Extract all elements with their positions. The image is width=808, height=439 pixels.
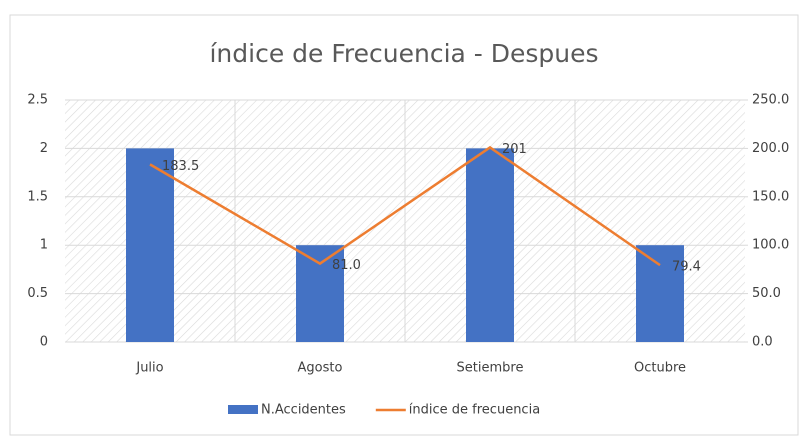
data-label: 183.5	[162, 159, 199, 174]
x-tick-label: Agosto	[298, 361, 343, 376]
y-tick-label: 2	[40, 141, 48, 156]
y-tick-label: 1	[40, 238, 48, 253]
y-tick-label: 0.5	[27, 286, 48, 301]
y-tick-label: 1.5	[27, 189, 48, 204]
data-label: 79.4	[672, 260, 701, 275]
bar	[126, 148, 174, 342]
legend-swatch	[228, 405, 258, 414]
data-label: 81.0	[332, 258, 361, 273]
y2-tick-label: 100.0	[752, 238, 789, 253]
bar	[296, 245, 344, 342]
bar	[636, 245, 684, 342]
line	[149, 145, 661, 267]
chart-title: índice de Frecuencia - Despues	[209, 39, 598, 68]
y2-tick-label: 50.0	[752, 286, 781, 301]
y2-tick-label: 250.0	[752, 93, 789, 108]
x-tick-label: Octubre	[634, 361, 686, 376]
data-label: 201	[502, 142, 527, 157]
x-tick-label: Setiembre	[457, 361, 524, 376]
y2-tick-label: 0.0	[752, 335, 773, 350]
legend-label: N.Accidentes	[261, 403, 346, 418]
y2-tick-label: 150.0	[752, 189, 789, 204]
y-tick-label: 2.5	[27, 93, 48, 108]
bar	[466, 148, 514, 342]
legend-label: índice de frecuencia	[409, 403, 540, 418]
x-tick-label: Julio	[135, 361, 163, 376]
y2-tick-label: 200.0	[752, 141, 789, 156]
y-tick-label: 0	[40, 335, 48, 350]
